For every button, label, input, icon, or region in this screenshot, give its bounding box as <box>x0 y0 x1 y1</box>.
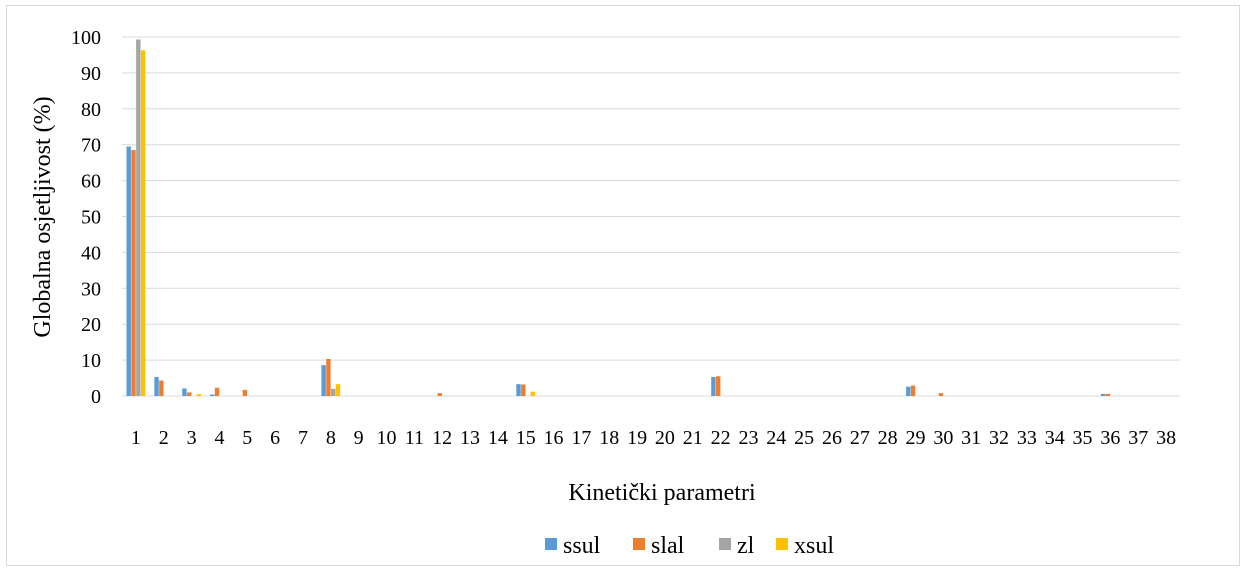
x-tick-label: 7 <box>298 427 308 449</box>
x-tick-label: 29 <box>906 427 926 449</box>
legend-swatch-slal <box>633 538 645 550</box>
y-tick-labels: 0 10 20 30 40 50 60 70 80 90 100 <box>71 27 101 408</box>
bar-slal-3 <box>187 392 192 396</box>
bar-slal-12 <box>437 393 442 396</box>
legend-label-zl: zl <box>737 533 755 559</box>
bar-slal-29 <box>910 385 916 396</box>
x-tick-label: 18 <box>599 427 619 449</box>
bar-slal-8 <box>326 359 331 396</box>
gridlines <box>122 36 1180 397</box>
x-tick-label: 5 <box>242 427 252 449</box>
y-tick-label: 10 <box>81 350 101 372</box>
bar-ssul-29 <box>906 386 911 396</box>
x-tick-labels: 1 2 3 4 5 6 7 8 9 10 11 12 13 14 15 16 17 18 19 20 21 22 23 24 2… <box>131 427 1176 449</box>
x-tick-label: 16 <box>544 427 564 449</box>
x-tick-label: 30 <box>933 427 953 449</box>
bar-slal-15 <box>521 384 526 396</box>
x-tick-label: 38 <box>1156 427 1176 449</box>
x-tick-label: 10 <box>377 427 397 449</box>
legend-label-ssul: ssul <box>563 533 601 559</box>
x-tick-label: 31 <box>961 427 981 449</box>
x-tick-label: 4 <box>214 427 224 449</box>
bar-slal-4 <box>214 387 220 396</box>
bars <box>126 39 1111 396</box>
x-tick-label: 15 <box>516 427 536 449</box>
x-tick-label: 17 <box>571 427 591 449</box>
x-tick-label: 14 <box>488 427 508 449</box>
legend-label-xsul: xsul <box>794 533 834 559</box>
x-tick-label: 1 <box>131 427 141 449</box>
x-tick-label: 20 <box>655 427 675 449</box>
bar-ssul-15 <box>516 384 521 396</box>
bar-slal-5 <box>242 389 248 396</box>
x-tick-label: 34 <box>1045 427 1065 449</box>
x-tick-label: 22 <box>711 427 731 449</box>
bar-xsul-15 <box>530 391 536 396</box>
x-tick-label: 11 <box>405 427 424 449</box>
bar-ssul-2 <box>154 376 159 396</box>
y-tick-label: 100 <box>71 27 101 49</box>
legend-swatch-zl <box>719 538 731 550</box>
bar-slal-36 <box>1105 393 1111 396</box>
y-tick-label: 70 <box>81 135 101 157</box>
bar-slal-1 <box>131 150 136 396</box>
legend-label-slal: slal <box>651 533 685 559</box>
x-tick-label: 9 <box>354 427 364 449</box>
x-tick-label: 37 <box>1128 427 1148 449</box>
bar-ssul-1 <box>126 146 131 396</box>
y-tick-label: 50 <box>81 207 101 229</box>
bar-zl-1 <box>136 39 141 396</box>
x-tick-label: 26 <box>822 427 842 449</box>
legend: ssul slal zl xsul <box>545 533 834 559</box>
bar-zl-8 <box>331 388 336 396</box>
bar-ssul-4 <box>210 394 215 396</box>
legend-swatch-ssul <box>545 538 557 550</box>
y-tick-label: 80 <box>81 99 101 121</box>
y-tick-label: 20 <box>81 314 101 336</box>
x-tick-label: 13 <box>460 427 480 449</box>
y-tick-label: 90 <box>81 63 101 85</box>
bar-ssul-22 <box>711 376 716 396</box>
x-tick-label: 25 <box>794 427 814 449</box>
x-tick-label: 19 <box>627 427 647 449</box>
bar-slal-2 <box>159 380 164 396</box>
x-tick-label: 23 <box>738 427 758 449</box>
x-tick-label: 8 <box>326 427 336 449</box>
x-tick-label: 35 <box>1073 427 1093 449</box>
bar-ssul-36 <box>1100 393 1106 396</box>
x-tick-label: 32 <box>989 427 1009 449</box>
bar-ssul-3 <box>182 388 187 396</box>
x-tick-label: 6 <box>270 427 280 449</box>
bar-slal-22 <box>716 376 721 396</box>
x-tick-label: 24 <box>766 427 786 449</box>
bar-xsul-1 <box>140 50 146 396</box>
y-tick-label: 0 <box>91 386 101 408</box>
x-tick-label: 28 <box>878 427 898 449</box>
x-tick-label: 36 <box>1100 427 1120 449</box>
x-tick-label: 21 <box>683 427 703 449</box>
legend-swatch-xsul <box>776 538 788 550</box>
bar-xsul-3 <box>196 394 202 396</box>
x-tick-label: 3 <box>187 427 197 449</box>
bar-slal-30 <box>938 393 944 396</box>
y-tick-label: 40 <box>81 242 101 264</box>
chart-frame <box>6 5 1240 566</box>
bar-ssul-8 <box>321 365 326 396</box>
y-axis-title: Globalna osjetljivost (%) <box>30 96 56 337</box>
x-tick-label: 27 <box>850 427 870 449</box>
x-tick-label: 33 <box>1017 427 1037 449</box>
y-tick-label: 30 <box>81 278 101 300</box>
bar-xsul-8 <box>335 384 341 396</box>
x-tick-label: 2 <box>159 427 169 449</box>
y-tick-label: 60 <box>81 171 101 193</box>
x-tick-label: 12 <box>432 427 452 449</box>
x-axis-title: Kinetički parametri <box>568 480 756 506</box>
